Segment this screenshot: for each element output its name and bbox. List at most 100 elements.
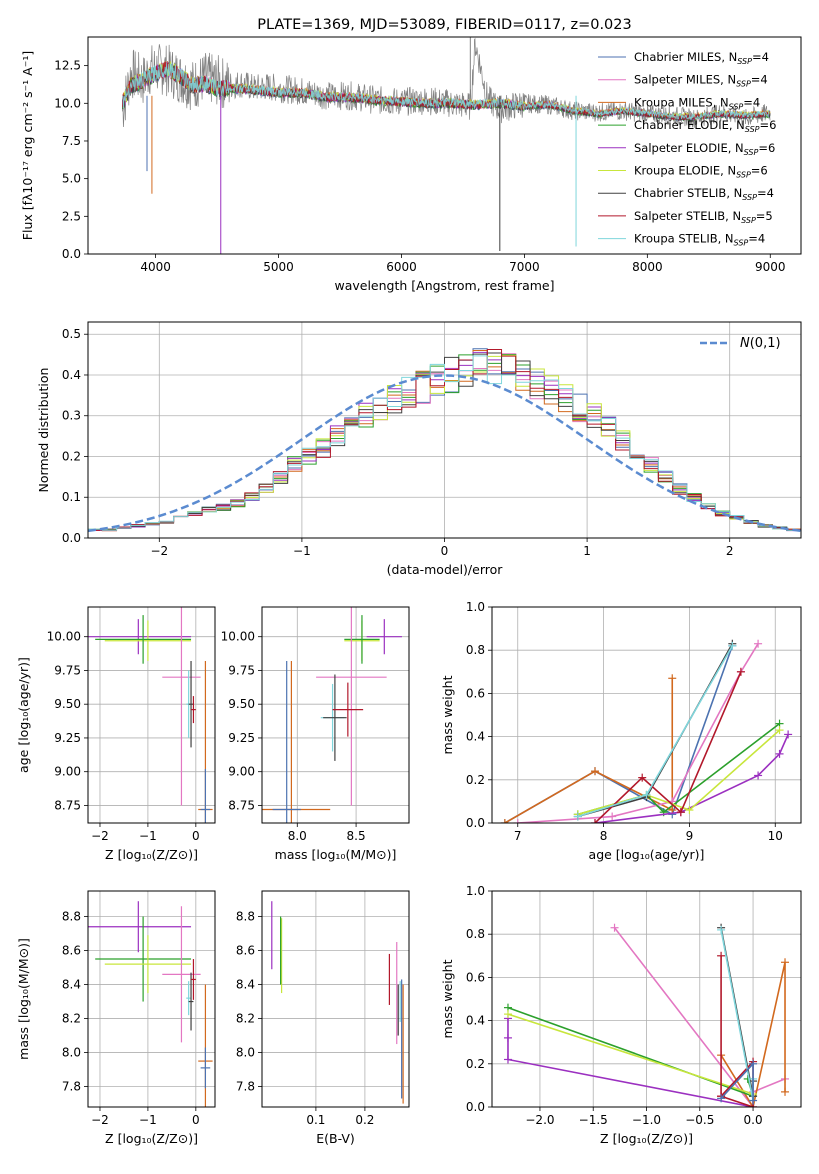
y-tick-label: 0.0 (62, 531, 81, 545)
x-tick-label: −1.0 (632, 1113, 661, 1127)
x-tick-label: −1 (293, 544, 311, 558)
mass-weight-line (507, 1013, 754, 1095)
y-axis-label: Flux [fλ10⁻¹⁷ erg cm⁻² s⁻¹ A⁻¹] (20, 51, 35, 240)
plot-frame (87, 890, 216, 1108)
legend-label: Chabrier STELIB, NSSP=4 (634, 186, 774, 202)
x-tick-label: 6000 (386, 260, 417, 274)
x-tick-label: −0.5 (685, 1113, 714, 1127)
plot-frame (261, 606, 410, 824)
panel-residuals: −2 −1 0 1 2 0.0 0.1 0.2 0.3 0.4 0.5 (data-model)/er… (36, 321, 802, 577)
y-tick-label: 9.00 (54, 765, 81, 779)
x-tick-label: 2 (726, 544, 734, 558)
data-spectrum-line (122, 37, 771, 128)
mass-weight-line (504, 678, 674, 823)
x-axis-label: Z [log₁₀(Z/Z⊙)] (600, 1131, 693, 1146)
y-tick-label: 8.6 (62, 944, 81, 958)
gaussian-reference-curve (88, 374, 801, 533)
plot-frame (87, 36, 802, 255)
legend: Chabrier MILES, NSSP=4 Salpeter MILES, NS… (598, 50, 776, 248)
panel-age-vs-mass: 8.0 8.5 8.75 9.00 9.25 9.50 9.75 10.00 mass [log… (221, 606, 410, 862)
x-tick-label: 10 (768, 829, 783, 843)
y-axis-label: mass weight (440, 959, 455, 1038)
legend-label: Chabrier MILES, NSSP=4 (634, 50, 769, 66)
plot-area (88, 607, 213, 823)
x-tick-label: 7000 (509, 260, 540, 274)
y-tick-label: 0.6 (466, 970, 485, 984)
x-axis-label: E(B-V) (316, 1131, 355, 1146)
y-tick-label: 8.4 (236, 978, 255, 992)
plot-frame (491, 890, 802, 1108)
panel-age-vs-Z: −2 −1 0 8.75 9.00 9.25 9.50 9.75 10.00 Z [log₁₀(Z… (16, 606, 216, 862)
x-tick-label: 5000 (263, 260, 294, 274)
x-axis-label: Z [log₁₀(Z/Z⊙)] (105, 847, 198, 862)
x-axis-label: (data-model)/error (387, 562, 504, 577)
x-tick-label: 0 (441, 544, 449, 558)
panel-spectrum: 4000 5000 6000 7000 8000 9000 0.0 2.5 5.0 7.5 10.0… (20, 17, 802, 293)
model-spectrum-line (122, 62, 771, 120)
y-tick-label: 8.6 (236, 944, 255, 958)
x-tick-label: 8 (600, 829, 608, 843)
panel-mass-vs-EBV: 0.1 0.2 7.8 8.0 8.2 8.4 8.6 8.8 E(B-V) (236, 890, 410, 1146)
x-tick-label: −2 (150, 544, 168, 558)
y-tick-label: 8.2 (236, 1012, 255, 1026)
x-tick-label: 0 (192, 1113, 200, 1127)
x-tick-label: −1.5 (579, 1113, 608, 1127)
x-tick-label: −1 (139, 829, 157, 843)
y-tick-label: 12.5 (54, 59, 81, 73)
legend-label: N(0,1) (740, 336, 781, 351)
y-tick-label: 7.8 (62, 1080, 81, 1094)
legend-label: Kroupa MILES, NSSP=4 (634, 95, 760, 111)
y-tick-label: 0.2 (466, 773, 485, 787)
y-tick-label: 0.3 (62, 409, 81, 423)
chart-title: PLATE=1369, MJD=53089, FIBERID=0117, z=0… (257, 17, 631, 33)
mass-weight-line (720, 929, 754, 1101)
mass-weight-line (594, 671, 742, 823)
y-tick-label: 0.1 (62, 490, 81, 504)
x-tick-label: 1 (583, 544, 591, 558)
y-tick-label: 8.8 (62, 910, 81, 924)
y-tick-label: 1.0 (466, 600, 485, 614)
x-axis-label: Z [log₁₀(Z/Z⊙)] (105, 1131, 198, 1146)
y-tick-label: 10.00 (221, 630, 255, 644)
y-tick-label: 9.00 (228, 765, 255, 779)
y-tick-label: 0.8 (466, 643, 485, 657)
y-tick-label: 0.0 (466, 1100, 485, 1114)
plot-area (88, 348, 801, 533)
x-tick-label: −2 (91, 829, 109, 843)
y-tick-label: 0.4 (466, 730, 485, 744)
plot-frame (87, 321, 802, 539)
plot-frame (261, 890, 410, 1108)
y-tick-label: 9.25 (228, 731, 255, 745)
plot-frame (491, 606, 802, 824)
panel-mass-vs-Z: −2 −1 0 7.8 8.0 8.2 8.4 8.6 8.8 Z [log₁₀(Z/Z⊙)] ma… (16, 890, 216, 1146)
y-tick-label: 0.2 (466, 1057, 485, 1071)
mass-weight-line (507, 1018, 754, 1107)
x-tick-label: 0.1 (306, 1113, 325, 1127)
y-tick-label: 0.0 (466, 816, 485, 830)
y-tick-label: 10.00 (47, 630, 81, 644)
mass-weight-line (720, 955, 754, 1107)
legend-label: Kroupa STELIB, NSSP=4 (634, 232, 765, 248)
mass-weight-line (517, 643, 759, 823)
plot-area (500, 639, 793, 823)
x-tick-label: −2 (91, 1113, 109, 1127)
x-axis-label: age [log₁₀(age/yr)] (589, 847, 705, 862)
mass-weight-line (577, 723, 781, 816)
y-tick-label: 9.50 (54, 697, 81, 711)
x-tick-label: 9000 (755, 260, 786, 274)
legend-label: Salpeter STELIB, NSSP=5 (634, 209, 773, 225)
y-tick-label: 0.2 (62, 449, 81, 463)
x-tick-label: 8000 (632, 260, 663, 274)
x-axis-label: mass [log₁₀(M/M⊙)] (275, 847, 397, 862)
legend-label: Salpeter ELODIE, NSSP=6 (634, 141, 775, 157)
y-tick-label: 8.0 (62, 1046, 81, 1060)
panel-massweight-vs-age: 7 8 9 10 0.0 0.2 0.4 0.6 0.8 1.0 age [log₁₀(age/yr… (440, 600, 802, 862)
y-tick-label: 0.4 (466, 1014, 485, 1028)
x-tick-label: 9 (686, 829, 694, 843)
y-tick-label: 5.0 (62, 172, 81, 186)
x-tick-label: 0 (192, 829, 200, 843)
plot-area (503, 923, 790, 1107)
x-tick-label: 4000 (140, 260, 171, 274)
legend-label: Salpeter MILES, NSSP=4 (634, 73, 768, 89)
